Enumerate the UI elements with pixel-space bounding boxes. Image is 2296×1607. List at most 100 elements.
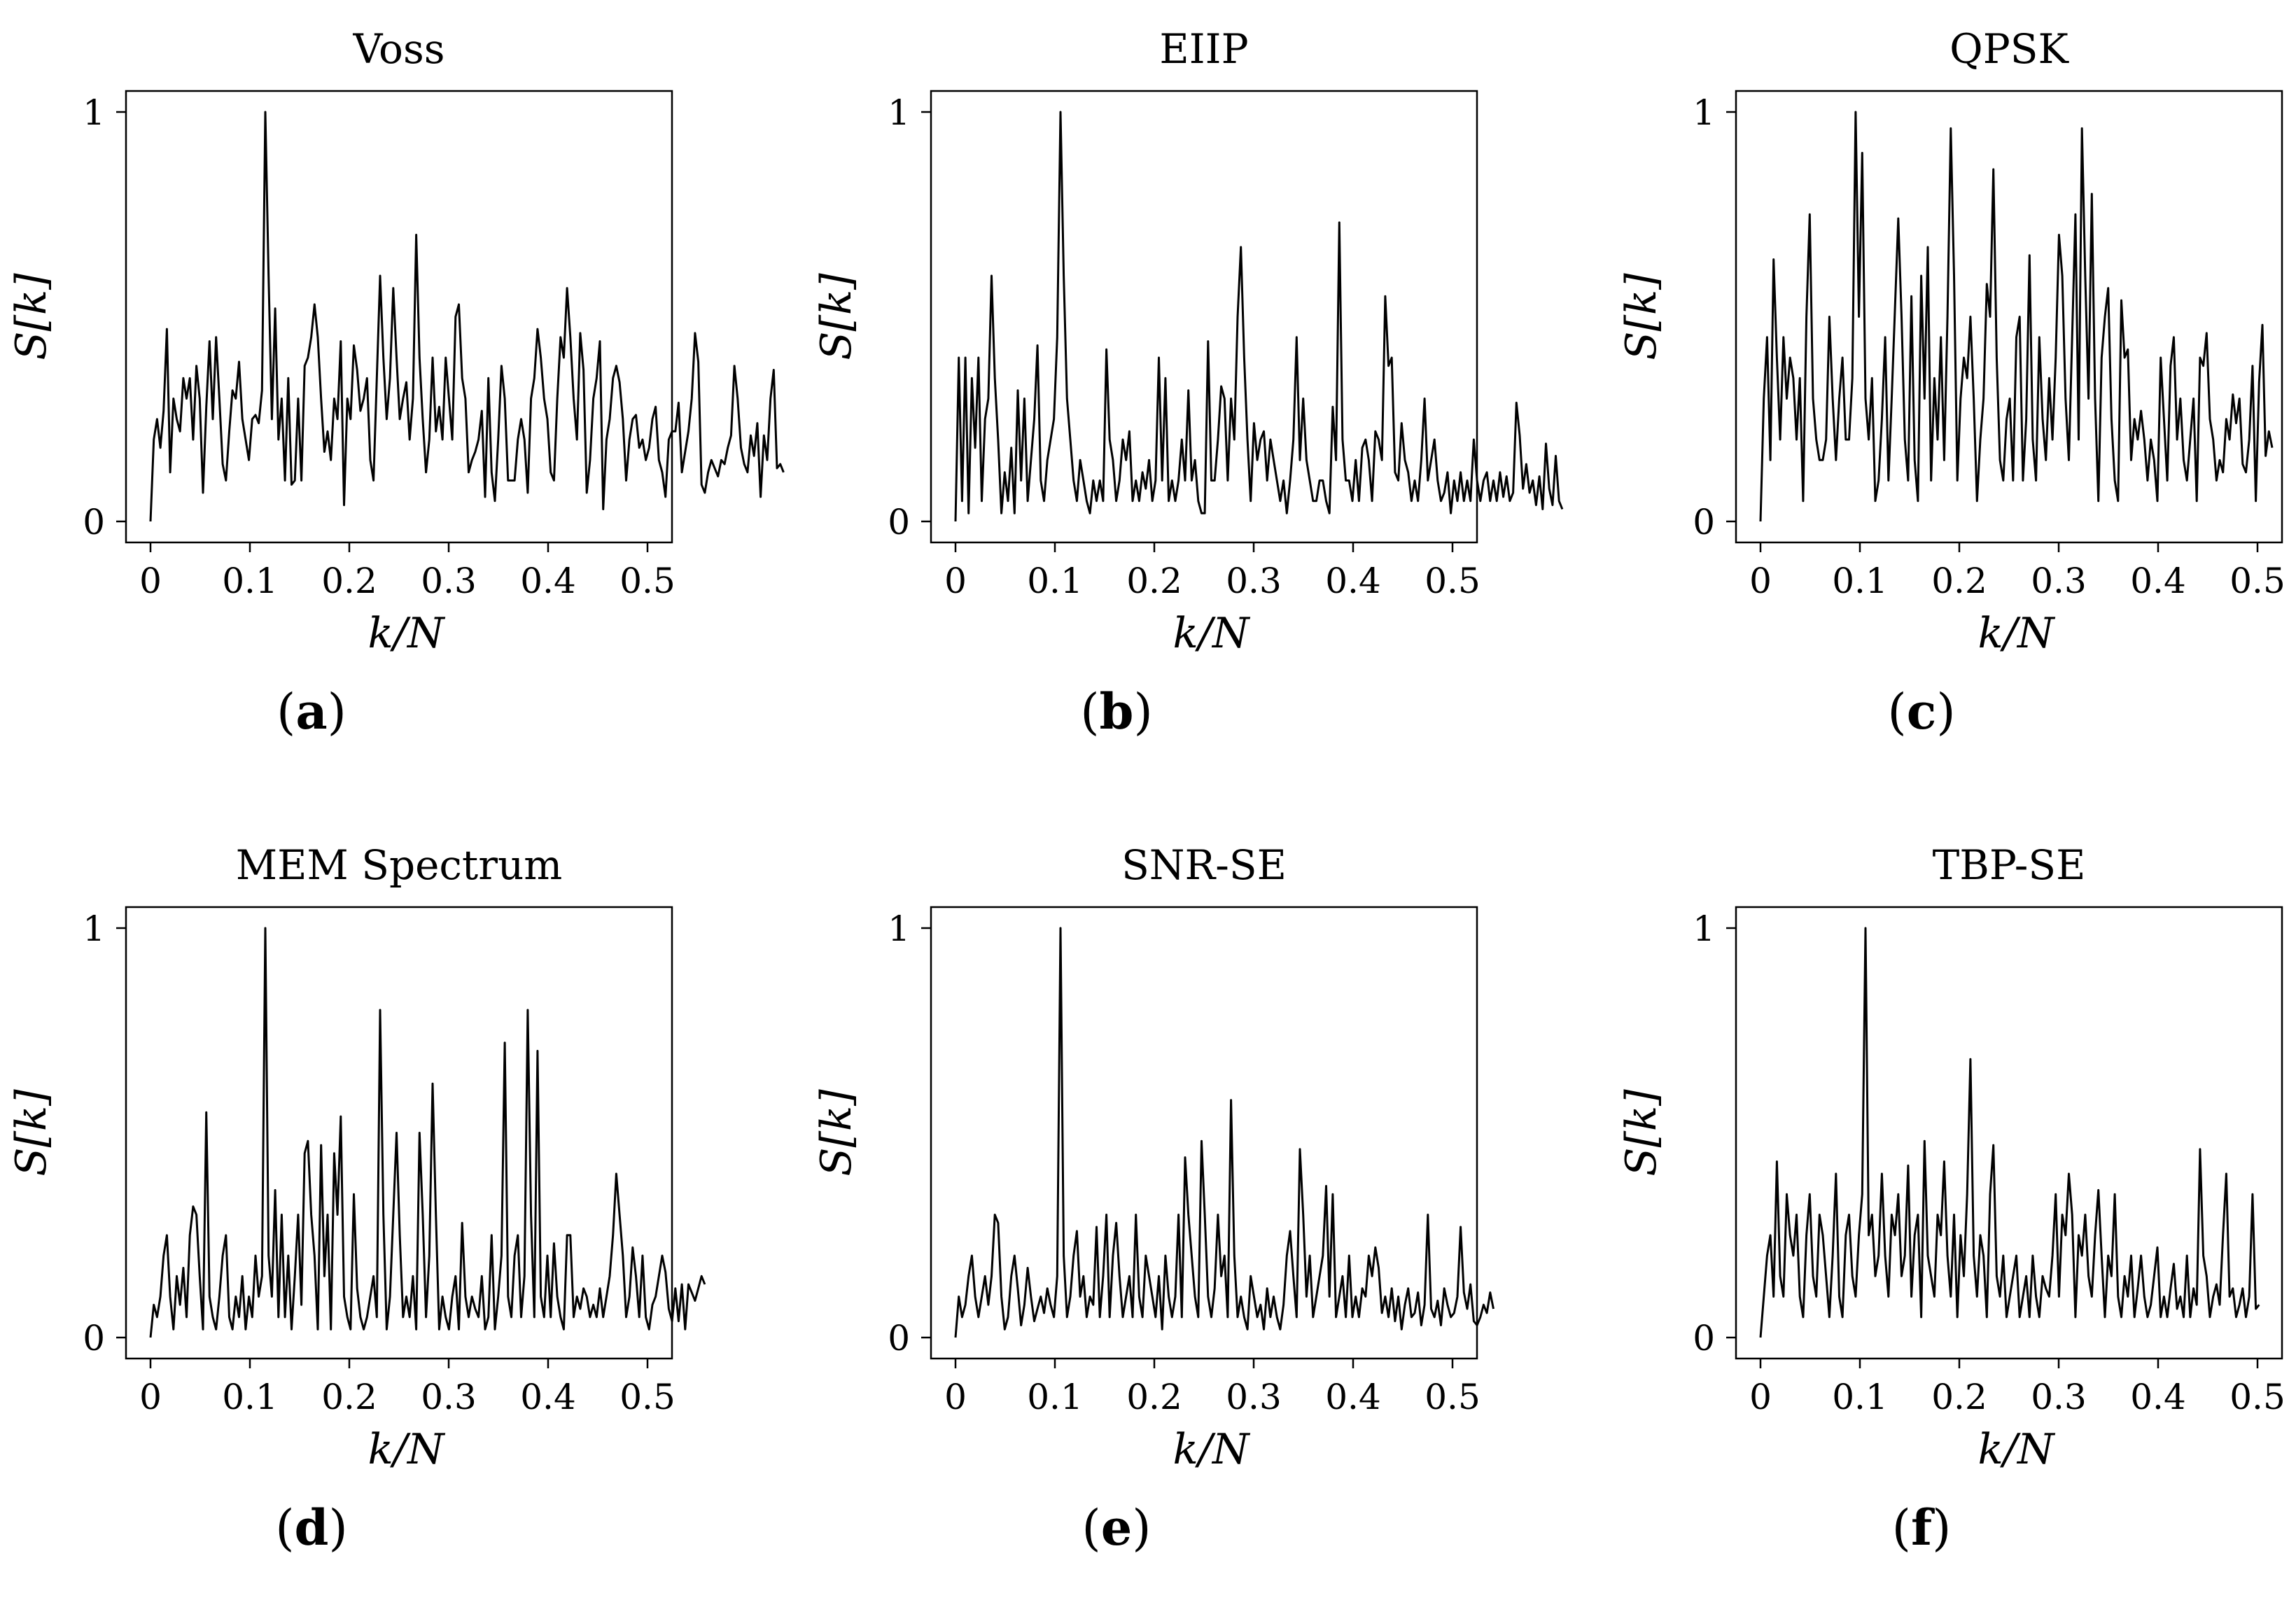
- panel-c: QPSK 0 0.1 0.2 0.3 0.4 0.5 0 1 k/N S[k] (c): [1610, 0, 2296, 791]
- x-axis-label: k/N: [1977, 1425, 2056, 1474]
- panel-b: EIIP 0 0.1 0.2 0.3 0.4 0.5 0 1 k/N S[k] (b): [805, 0, 1575, 791]
- x-tick-label: 0.4: [520, 561, 576, 601]
- y-tick-label: 1: [83, 92, 105, 133]
- caption-letter: e: [1100, 1499, 1133, 1557]
- x-tick-label: 0.1: [222, 561, 278, 601]
- x-tick-label: 0.2: [1931, 561, 1987, 601]
- chart-svg: Voss 0 0.1 0.2 0.3 0.4 0.5 0 1 k/N S[k]: [7, 25, 785, 658]
- caption-letter: f: [1910, 1499, 1933, 1557]
- panel-a: Voss 0 0.1 0.2 0.3 0.4 0.5 0 1 k/N S[k] (a): [0, 0, 785, 791]
- x-tick-label: 0: [1749, 561, 1772, 601]
- x-axis-label: k/N: [368, 609, 446, 658]
- x-tick-label: 0.1: [1027, 561, 1083, 601]
- series-line: [1759, 927, 2260, 1338]
- x-tick-label: 0: [1749, 1377, 1772, 1417]
- chart-svg: QPSK 0 0.1 0.2 0.3 0.4 0.5 0 1 k/N S[k]: [1617, 25, 2286, 658]
- caption-letter: c: [1906, 682, 1937, 741]
- chart-title: QPSK: [1949, 25, 2069, 73]
- x-tick-label: 0.3: [2031, 561, 2087, 601]
- y-tick-label: 1: [888, 92, 910, 133]
- plot-frame: [930, 906, 1478, 1360]
- caption-letter: b: [1099, 682, 1134, 741]
- x-tick-label: 0.1: [1832, 561, 1888, 601]
- x-tick-label: 0.5: [2230, 561, 2286, 601]
- panel-e: SNR-SE 0 0.1 0.2 0.3 0.4 0.5 0 1 k/N S[k] (e): [805, 816, 1575, 1607]
- x-tick-label: 0.4: [1325, 1377, 1381, 1417]
- subfigure-caption: (e): [1082, 1499, 1152, 1557]
- y-axis-label: S[k]: [1617, 1089, 1666, 1177]
- y-tick-label: 0: [1693, 502, 1715, 542]
- x-tick-label: 0.5: [620, 1377, 676, 1417]
- plot-frame: [1735, 906, 2283, 1360]
- chart-title: EIIP: [1159, 25, 1248, 73]
- y-tick-label: 0: [888, 502, 910, 542]
- x-tick-label: 0.3: [1226, 561, 1282, 601]
- x-tick-label: 0.1: [1027, 1377, 1083, 1417]
- y-axis-label: S[k]: [812, 1089, 861, 1177]
- plot-frame: [125, 90, 673, 544]
- subfigure-caption: (d): [275, 1499, 348, 1557]
- x-tick-label: 0.5: [620, 561, 676, 601]
- subfigure-caption: (f): [1891, 1499, 1952, 1557]
- chart-svg: TBP-SE 0 0.1 0.2 0.3 0.4 0.5 0 1 k/N S[k]: [1617, 841, 2286, 1474]
- chart-title: SNR-SE: [1121, 841, 1287, 889]
- x-tick-label: 0.3: [2031, 1377, 2087, 1417]
- x-tick-label: 0.2: [321, 561, 377, 601]
- plot-frame: [930, 90, 1478, 544]
- subfigure-caption: (a): [276, 682, 346, 741]
- x-tick-label: 0: [139, 1377, 162, 1417]
- x-tick-label: 0.2: [321, 1377, 377, 1417]
- chart-svg: EIIP 0 0.1 0.2 0.3 0.4 0.5 0 1 k/N S[k]: [812, 25, 1564, 658]
- panel-d: MEM Spectrum 0 0.1 0.2 0.3 0.4 0.5 0 1 k/N S[k] (d): [0, 816, 770, 1607]
- y-tick-label: 1: [888, 908, 910, 949]
- plot-frame: [1735, 90, 2283, 544]
- series-line: [954, 927, 1494, 1338]
- subfigure-caption: (c): [1887, 682, 1956, 741]
- x-tick-label: 0: [944, 561, 967, 601]
- series-line: [149, 927, 706, 1338]
- x-tick-label: 0.2: [1126, 561, 1182, 601]
- chart-svg: SNR-SE 0 0.1 0.2 0.3 0.4 0.5 0 1 k/N S[k]: [812, 841, 1494, 1474]
- x-tick-label: 0.4: [1325, 561, 1381, 601]
- x-tick-label: 0.3: [421, 1377, 477, 1417]
- x-tick-label: 0.4: [520, 1377, 576, 1417]
- x-tick-label: 0.5: [2230, 1377, 2286, 1417]
- y-tick-label: 1: [83, 908, 105, 949]
- series-line: [149, 111, 785, 522]
- plot-frame: [125, 906, 673, 1360]
- x-axis-label: k/N: [1172, 1425, 1251, 1474]
- x-tick-label: 0.5: [1424, 561, 1480, 601]
- x-tick-label: 0: [944, 1377, 967, 1417]
- panel-f: TBP-SE 0 0.1 0.2 0.3 0.4 0.5 0 1 k/N S[k] (f): [1610, 816, 2296, 1607]
- y-tick-label: 0: [83, 502, 105, 542]
- y-tick-label: 1: [1693, 908, 1715, 949]
- caption-letter: d: [294, 1499, 329, 1557]
- y-tick-label: 0: [1693, 1318, 1715, 1359]
- chart-svg: MEM Spectrum 0 0.1 0.2 0.3 0.4 0.5 0 1 k/N S[k]: [7, 841, 706, 1474]
- y-axis-label: S[k]: [7, 273, 56, 360]
- x-axis-label: k/N: [1172, 609, 1251, 658]
- x-tick-label: 0.1: [222, 1377, 278, 1417]
- caption-letter: a: [295, 682, 328, 741]
- x-tick-label: 0.3: [421, 561, 477, 601]
- x-axis-label: k/N: [368, 1425, 446, 1474]
- x-tick-label: 0: [139, 561, 162, 601]
- x-tick-label: 0.2: [1931, 1377, 1987, 1417]
- series-line: [954, 111, 1564, 522]
- y-axis-label: S[k]: [7, 1089, 56, 1177]
- chart-title: TBP-SE: [1933, 841, 2086, 889]
- x-tick-label: 0.4: [2130, 1377, 2186, 1417]
- x-axis-label: k/N: [1977, 609, 2056, 658]
- y-axis-label: S[k]: [1617, 273, 1666, 360]
- subfigure-caption: (b): [1080, 682, 1153, 741]
- y-tick-label: 0: [83, 1318, 105, 1359]
- x-tick-label: 0.5: [1424, 1377, 1480, 1417]
- x-tick-label: 0.2: [1126, 1377, 1182, 1417]
- x-tick-label: 0.3: [1226, 1377, 1282, 1417]
- x-tick-label: 0.1: [1832, 1377, 1888, 1417]
- y-tick-label: 0: [888, 1318, 910, 1359]
- x-tick-label: 0.4: [2130, 561, 2186, 601]
- chart-title: MEM Spectrum: [236, 841, 563, 889]
- y-axis-label: S[k]: [812, 273, 861, 360]
- chart-title: Voss: [352, 25, 444, 73]
